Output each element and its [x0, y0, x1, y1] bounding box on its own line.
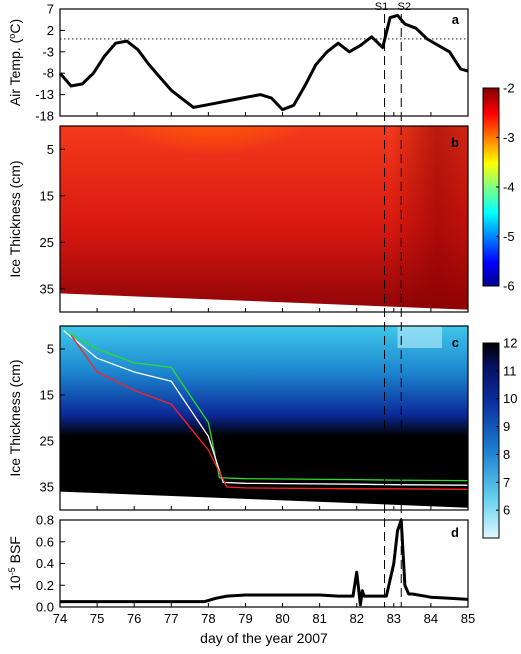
panel-b-y-tick-label-0: 5 — [47, 142, 54, 157]
panel-d-y-tick-label-2: 0.4 — [36, 556, 54, 571]
panel-c-frame — [59, 325, 469, 511]
panel-d-xtick-label-11: 85 — [461, 611, 475, 626]
salinity-field — [60, 326, 468, 508]
panel-c-heatmap — [60, 326, 468, 508]
panel-d-xlabel: day of the year 2007 — [200, 630, 328, 646]
panel-tag-b: b — [451, 135, 459, 150]
panel-d-y-tick-label-3: 0.2 — [36, 578, 54, 593]
panel-d-xtick-label-1: 75 — [90, 611, 104, 626]
warm-anomaly — [390, 126, 468, 310]
panel-d-xtick-label-7: 81 — [312, 611, 326, 626]
bsf-line — [60, 518, 469, 607]
contour-line-1 — [63, 330, 468, 486]
panel-c-colorbar-label-6: 6 — [503, 503, 510, 518]
panel-a-y-tick-label-0: 7 — [47, 2, 54, 17]
contour-line-2 — [70, 334, 468, 490]
panel-d-xtick-label-5: 79 — [238, 611, 252, 626]
event-label-s1: S1 — [375, 1, 388, 13]
panel-d-xtick-label-0: 74 — [53, 611, 67, 626]
panel-a-ylabel: Air Temp. (oC) — [7, 19, 23, 106]
panel-b-frame — [59, 125, 469, 313]
panel-b-colorbar-label-2: -4 — [503, 180, 515, 195]
panel-d-xtick-label-6: 80 — [275, 611, 289, 626]
panel-a-y-tick-label-4: -13 — [35, 87, 54, 102]
panel-d-xtick-label-2: 76 — [127, 611, 141, 626]
panel-a-ylabel-tail: C) — [7, 19, 23, 34]
panel-b-heatmap — [60, 126, 468, 310]
panel-c-colorbar — [482, 342, 500, 539]
panel-b-y-tick-label-1: 15 — [40, 188, 54, 203]
panel-tag-c: c — [452, 335, 459, 350]
panel-c-colorbar-label-2: 10 — [503, 391, 517, 406]
panel-b-colorbar-label-4: -6 — [503, 279, 515, 294]
panel-c-y-tick-label-1: 15 — [40, 388, 54, 403]
panel-b-ylabel: Ice Thickness (cm) — [7, 160, 23, 277]
panel-b-y-tick-label-3: 35 — [40, 281, 54, 296]
panel-d-ylabel-base: 10 — [7, 575, 23, 591]
panel-c-y-tick-label-0: 5 — [47, 342, 54, 357]
panel-d-xtick-label-3: 77 — [164, 611, 178, 626]
panel-b-colorbar-label-3: -5 — [503, 229, 515, 244]
panel-b-colorbar-label-0: -2 — [503, 81, 515, 96]
panel-c-y-tick-label-2: 25 — [40, 434, 54, 449]
panel-d-y-tick-label-0: 0.8 — [36, 513, 54, 528]
panel-b-y-tick-label-2: 25 — [40, 235, 54, 250]
panel-b-colorbar-label-1: -3 — [503, 130, 515, 145]
panel-d-y-tick-label-1: 0.6 — [36, 534, 54, 549]
panel-tag-a: a — [452, 12, 460, 27]
panel-c-colorbar-label-4: 8 — [503, 447, 510, 462]
panel-a-y-tick-label-3: -8 — [42, 66, 54, 81]
panel-d-xtick-label-9: 83 — [387, 611, 401, 626]
panel-c-colorbar-label-0: 12 — [503, 336, 517, 351]
panel-c-colorbar-label-3: 9 — [503, 419, 510, 434]
panel-c-colorbar-label-1: 11 — [503, 363, 517, 378]
panel-a-y-tick-label-2: -3 — [42, 44, 54, 59]
contour-line-0 — [63, 330, 468, 482]
air-temperature-line — [58, 13, 469, 112]
panel-c-colorbar-label-5: 7 — [503, 475, 510, 490]
panel-c-ylabel: Ice Thickness (cm) — [7, 359, 23, 476]
panel-tag-d: d — [451, 525, 459, 540]
cold-anomaly — [108, 126, 405, 276]
surface-fresh-patch — [397, 326, 443, 348]
panel-a-ylabel-sup: o — [7, 34, 17, 39]
panel-d-ylabel: 10-5 BSF — [7, 536, 23, 591]
event-label-s2: S2 — [398, 1, 411, 13]
panel-d-y-tick-label-4: 0.0 — [36, 600, 54, 615]
panel-c-y-tick-label-3: 35 — [40, 480, 54, 495]
panel-a-y-tick-label-1: 2 — [47, 23, 54, 38]
panel-a-frame — [59, 8, 469, 117]
panel-d-xtick-label-10: 84 — [424, 611, 438, 626]
panel-a-y-tick-label-5: -18 — [35, 109, 54, 124]
panel-d-xtick-label-4: 78 — [201, 611, 215, 626]
panel-d-xtick-label-8: 82 — [349, 611, 363, 626]
panel-d-ylabel-tail: BSF — [7, 536, 23, 567]
panel-a-ylabel-main: Air Temp. ( — [7, 38, 23, 106]
panel-d-ylabel-sup: -5 — [7, 567, 17, 575]
